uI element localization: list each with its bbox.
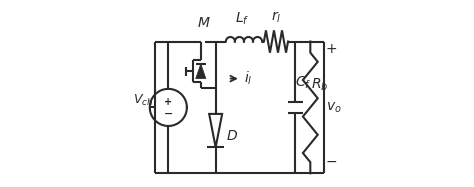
Text: $V_{ch}$: $V_{ch}$ [133, 92, 154, 108]
Text: $L_f$: $L_f$ [235, 11, 249, 27]
Text: $R_b$: $R_b$ [311, 77, 328, 93]
Text: −: − [325, 155, 337, 169]
Text: $r_l$: $r_l$ [271, 10, 281, 25]
Text: $C_f$: $C_f$ [294, 75, 311, 91]
Text: −: − [164, 108, 173, 118]
Text: $D$: $D$ [226, 129, 238, 143]
Text: $i_l$: $i_l$ [245, 70, 253, 87]
Text: $v_o$: $v_o$ [327, 100, 342, 115]
Polygon shape [196, 64, 206, 79]
Text: +: + [164, 97, 173, 107]
Text: $M$: $M$ [197, 16, 210, 30]
Text: +: + [325, 42, 337, 56]
